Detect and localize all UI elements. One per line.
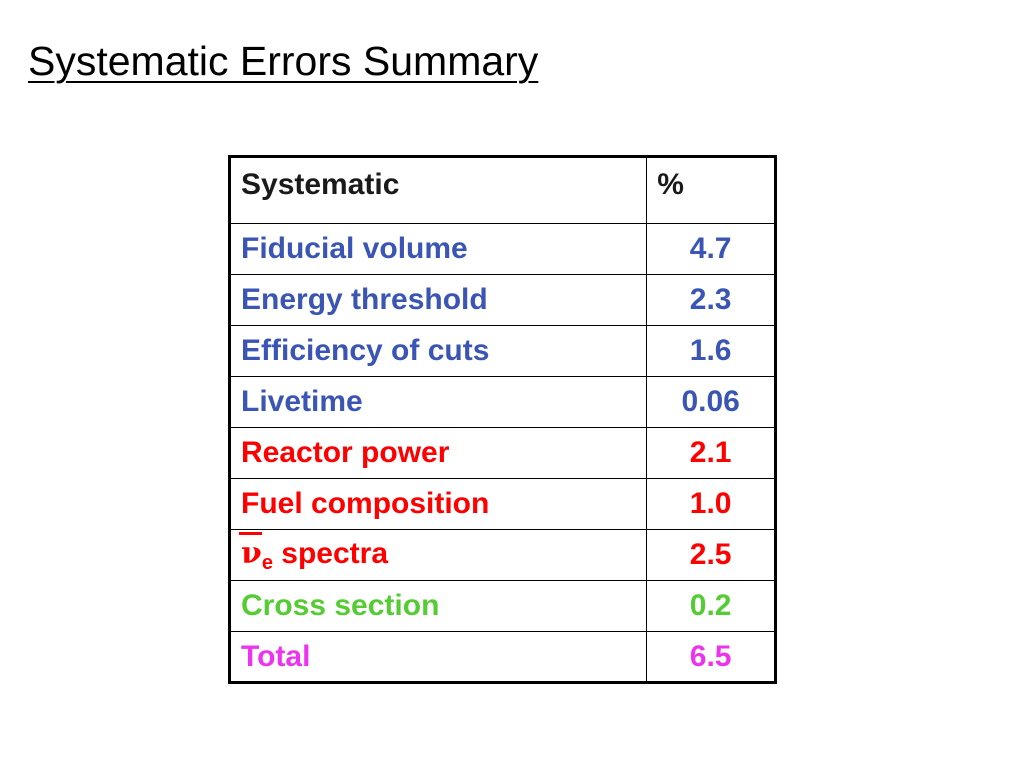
row-value: 1.6 bbox=[646, 325, 776, 377]
row-value: 2.1 bbox=[646, 427, 776, 479]
row-value: 6.5 bbox=[646, 631, 776, 683]
header-percent: % bbox=[646, 156, 776, 224]
row-name-antineutrino-spectra: νe spectra bbox=[228, 529, 648, 581]
table-row: Livetime 0.06 bbox=[228, 376, 776, 428]
row-name: Fiducial volume bbox=[228, 223, 648, 275]
row-value: 0.06 bbox=[646, 376, 776, 428]
table-row: Fiducial volume 4.7 bbox=[228, 223, 776, 275]
row-name: Total bbox=[228, 631, 648, 683]
table-row: νe spectra 2.5 bbox=[228, 529, 776, 581]
row-name-text: spectra bbox=[272, 536, 389, 570]
table-row-total: Total 6.5 bbox=[228, 631, 776, 683]
systematic-errors-table: Systematic % Fiducial volume 4.7 Energy … bbox=[228, 155, 777, 684]
nu-glyph: ν bbox=[241, 535, 262, 571]
row-value: 4.7 bbox=[646, 223, 776, 275]
nu-subscript: e bbox=[261, 551, 273, 574]
overbar bbox=[239, 531, 262, 535]
table-row: Energy threshold 2.3 bbox=[228, 274, 776, 326]
row-value: 2.5 bbox=[646, 529, 776, 581]
row-name: Fuel composition bbox=[228, 478, 648, 530]
row-name: Livetime bbox=[228, 376, 648, 428]
table-row: Reactor power 2.1 bbox=[228, 427, 776, 479]
row-name: Energy threshold bbox=[228, 274, 648, 326]
row-name: Reactor power bbox=[228, 427, 648, 479]
row-name: Efficiency of cuts bbox=[228, 325, 648, 377]
row-value: 0.2 bbox=[646, 580, 776, 632]
table-header-row: Systematic % bbox=[228, 156, 776, 224]
row-name: Cross section bbox=[228, 580, 648, 632]
table-row: Cross section 0.2 bbox=[228, 580, 776, 632]
antineutrino-symbol: ν bbox=[239, 531, 262, 571]
table-row: Fuel composition 1.0 bbox=[228, 478, 776, 530]
header-systematic: Systematic bbox=[228, 156, 648, 224]
row-value: 2.3 bbox=[646, 274, 776, 326]
slide-title: Systematic Errors Summary bbox=[28, 38, 539, 84]
row-value: 1.0 bbox=[646, 478, 776, 530]
table-row: Efficiency of cuts 1.6 bbox=[228, 325, 776, 377]
